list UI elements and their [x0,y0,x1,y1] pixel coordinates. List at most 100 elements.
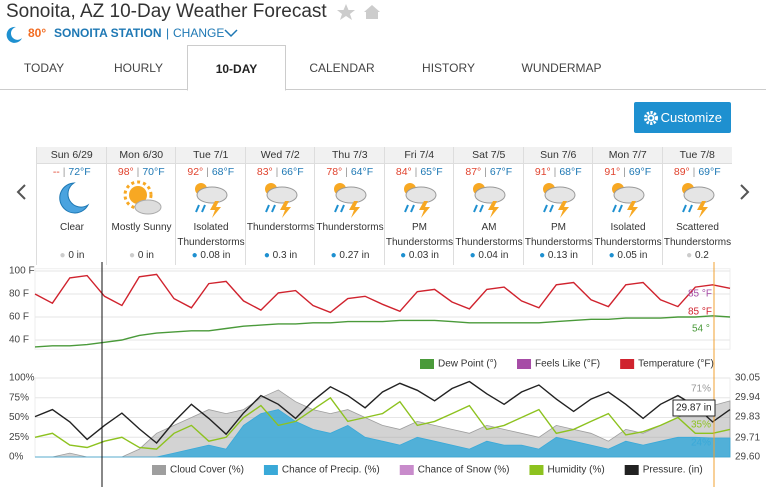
day-column: Sat 7/5 87° | 67°F AM Thunderstorms ● 0.04 … [453,147,524,265]
icon-part [544,186,575,204]
icon-part [627,201,638,218]
condition: Clear [60,222,84,233]
precip: ● 0 in [37,250,107,261]
condition: Mostly Sunny [111,222,172,233]
low-temp: 65°F [420,166,443,178]
high-temp: 91° [534,166,551,178]
day-date: Wed 7/2 [245,147,315,164]
drop: ● [191,250,201,261]
prev-arrow[interactable] [14,182,30,202]
y-tick-label: 100 F [9,266,35,277]
day-date: Tue 7/1 [176,147,246,164]
icon-part [403,204,415,213]
icon-part [418,201,430,218]
legend-swatch [152,465,166,475]
low-temp: 70°F [142,166,165,178]
drop: ● [686,250,695,261]
legend-swatch [263,465,278,475]
day-date: Tue 7/8 [662,147,732,164]
y-tick-label: 80 F [9,289,29,300]
change-link[interactable]: CHANGE [173,26,225,40]
precip: ● 0.08 in [176,250,246,261]
current-temp: 80° [28,26,47,40]
tab[interactable]: CALENDAR [309,61,375,75]
customize-button[interactable]: Customize [634,102,731,133]
tab[interactable]: TODAY [23,61,65,75]
legend-swatch [529,465,544,475]
icon-part [473,204,484,213]
title-icons [337,4,380,20]
hover-label: 54 ° [692,324,710,335]
tab[interactable]: WUNDERMAP [521,61,602,75]
precip: ● 0.05 in [593,250,663,261]
precip-amount: 0.08 in [200,250,231,261]
weather-icon [264,183,297,218]
low-temp: 72°F [68,166,91,178]
hover-label: 71% [691,384,711,395]
line [34,273,731,314]
tab-bar: TODAY HOURLY 10-DAY CALENDAR HISTORY WUNDERMA… [0,45,766,91]
condition: Scattered Thunderstorms [663,222,732,248]
precip-amount: 0.05 in [617,250,648,261]
y-tick-label: 40 F [9,335,29,346]
condition: Thunderstorms [316,222,384,233]
low-temp: 66°F [281,166,304,178]
weather-icon [123,180,161,215]
y-tick-label: 100% [9,373,35,384]
hi-lo: 84° | 65°F [385,166,455,178]
low-temp: 68°F [211,166,235,178]
drop: ● [539,250,548,261]
drop: ● [330,250,340,261]
condition: Isolated Thunderstorms [594,222,662,248]
hover-label: 35% [691,420,711,431]
separator: | [133,166,143,178]
low-temp: 64°F [350,166,374,178]
hi-lo: 83° | 66°F [246,166,316,178]
line [34,380,731,444]
legend-label: Cloud Cover (%) [170,465,244,476]
day-column: Mon 7/7 91° | 69°F Isolated Thunderstorms ●… [592,147,663,265]
y-tick-label: 75% [9,392,29,403]
day-column: Thu 7/3 78° | 64°F Thunderstorms ● 0.27 in [314,147,385,265]
precip-amount: 0.04 in [478,250,509,261]
precip: ● 0 in [107,250,177,261]
area [35,409,731,458]
y-tick-label: 25% [9,432,29,443]
separator: | [620,166,629,178]
tab[interactable]: HISTORY [422,61,475,75]
y2-tick-label: 30.05 [735,373,760,384]
separator: | [411,166,421,178]
separator: | [272,166,282,178]
line [34,315,731,348]
hi-lo: 98° | 70°F [107,166,177,178]
precip-amount: 0.13 in [547,250,578,261]
y2-tick-label: 29.60 [735,452,760,463]
y-tick-label: 0% [9,452,24,463]
page-title: Sonoita, AZ 10-Day Weather Forecast [6,1,327,22]
day-date: Sun 6/29 [37,147,107,164]
drop: ● [608,250,618,261]
next-arrow[interactable] [736,182,752,202]
day-date: Thu 7/3 [315,147,385,164]
low-temp: 69°F [628,166,652,178]
legend-label: Temperature (°F) [638,359,714,370]
tab[interactable]: HOURLY [113,61,164,75]
high-temp: 84° [395,166,412,178]
icon-part [266,186,297,204]
drop: ● [129,250,138,261]
separator: | [689,166,699,178]
day-column: Fri 7/4 84° | 65°F PM Thunderstorms ● 0.03 … [383,147,455,265]
hi-lo: 78° | 64°F [315,166,385,178]
icon-part [128,186,147,204]
precip-amount: 0.3 in [272,250,298,261]
icon-part [195,204,206,213]
precip: ● 0.04 in [454,250,524,261]
icon-part [542,204,554,213]
station[interactable]: SONOITA STATION [54,26,162,40]
y2-tick-label: 29.94 [735,392,760,403]
tab[interactable]: 10-DAY [187,45,286,91]
drop: ● [59,250,69,261]
day-date: Sat 7/5 [454,147,524,164]
legend-label: Dew Point (°) [438,359,497,370]
legend-swatch [624,465,639,475]
